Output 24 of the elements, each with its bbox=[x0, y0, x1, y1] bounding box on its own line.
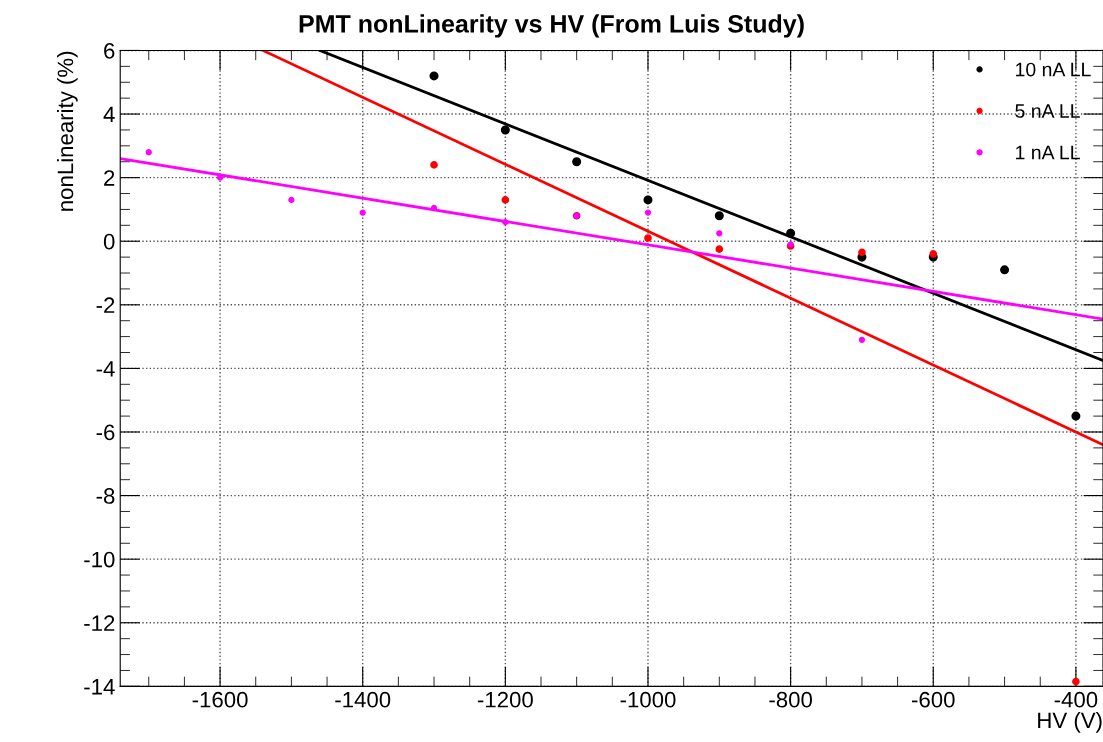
y-tick-label: -12 bbox=[84, 615, 115, 631]
x-tick-label: -400 bbox=[1054, 691, 1098, 708]
legend-label: 10 nA LL bbox=[1016, 62, 1091, 77]
y-tick-label: 2 bbox=[104, 170, 115, 186]
y-tick-label: 0 bbox=[103, 233, 115, 250]
chart-title: PMT nonLinearity vs HV (From Luis Study) bbox=[299, 14, 804, 38]
y-tick-label: -10 bbox=[84, 551, 115, 568]
legend-label: 1 nA LL bbox=[1016, 145, 1080, 160]
x-tick-label: -1600 bbox=[192, 691, 248, 708]
y-tick-label: -2 bbox=[96, 297, 115, 313]
x-tick-label: -1400 bbox=[335, 691, 391, 708]
y-tick-label: -6 bbox=[96, 424, 115, 441]
x-tick-label: -1000 bbox=[620, 691, 676, 708]
x-tick-label: -600 bbox=[912, 691, 955, 708]
y-tick-label: 4 bbox=[103, 106, 115, 123]
y-tick-label: -4 bbox=[96, 361, 115, 377]
x-axis-title: HV (V) bbox=[1038, 711, 1102, 733]
y-tick-label: -8 bbox=[96, 488, 115, 504]
y-tick-label: 6 bbox=[104, 42, 115, 59]
y-tick-label: -14 bbox=[84, 679, 115, 695]
x-tick-label: -800 bbox=[769, 691, 812, 708]
legend-label: 5 nA LL bbox=[1015, 104, 1080, 118]
y-axis-title: nonLinearity (%) bbox=[56, 51, 78, 211]
x-tick-label: -1200 bbox=[477, 691, 533, 708]
